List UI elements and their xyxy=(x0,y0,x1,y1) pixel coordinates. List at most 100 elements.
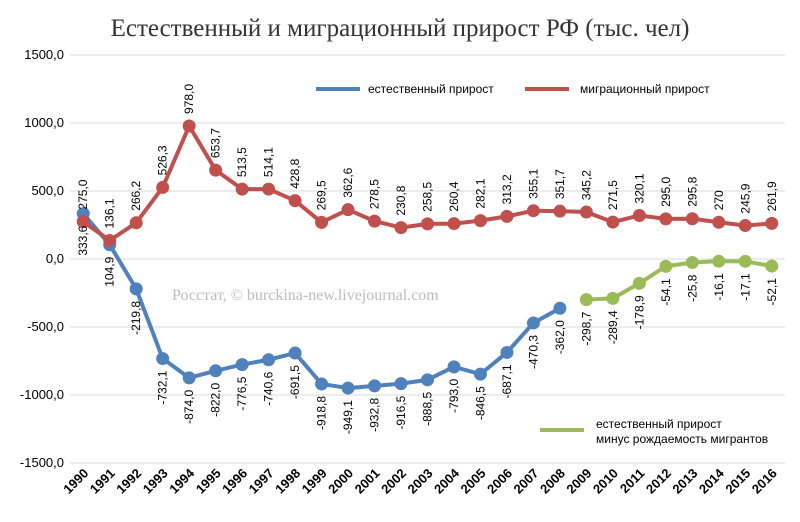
data-label: -17,1 xyxy=(738,273,752,301)
data-point xyxy=(368,214,382,228)
data-label: -918,8 xyxy=(315,396,329,430)
data-label: -822,0 xyxy=(209,382,223,416)
data-label: -691,5 xyxy=(288,365,302,399)
data-label: -52,1 xyxy=(765,278,779,306)
data-label: 104,9 xyxy=(103,256,117,286)
data-point xyxy=(579,205,593,219)
data-label: -846,5 xyxy=(473,386,487,420)
data-label: 261,9 xyxy=(765,181,779,211)
data-point xyxy=(262,182,276,196)
data-point xyxy=(262,353,276,367)
data-point xyxy=(500,345,514,359)
data-label: 428,8 xyxy=(288,158,302,188)
x-tick-label: 2013 xyxy=(669,466,700,497)
data-label: 266,2 xyxy=(129,180,143,210)
data-label: -16,1 xyxy=(712,273,726,301)
data-point xyxy=(738,254,752,268)
data-point xyxy=(341,381,355,395)
legend-label: миграционный прирост xyxy=(580,82,710,96)
x-tick-label: 2005 xyxy=(458,466,489,497)
x-tick-label: 1993 xyxy=(140,466,171,497)
legend-label: естественный прирост xyxy=(596,417,722,431)
data-label: -740,6 xyxy=(262,371,276,405)
data-label: 526,3 xyxy=(156,145,170,175)
data-label: 345,2 xyxy=(579,170,593,200)
data-label: -732,1 xyxy=(156,370,170,404)
data-point xyxy=(315,215,329,229)
watermark: Росстат, © burckina-new.livejournal.com xyxy=(172,287,439,304)
y-tick-label: -1500,0 xyxy=(20,455,64,470)
x-tick-label: 1995 xyxy=(193,466,224,497)
data-point xyxy=(712,215,726,229)
data-label: 513,5 xyxy=(235,147,249,177)
data-point xyxy=(368,379,382,393)
data-point xyxy=(765,216,779,230)
data-label: 313,2 xyxy=(500,174,514,204)
data-label: 271,5 xyxy=(606,180,620,210)
data-label: -916,5 xyxy=(394,395,408,429)
x-tick-label: 2006 xyxy=(484,466,515,497)
data-point xyxy=(765,259,779,273)
x-tick-label: 2002 xyxy=(378,466,409,497)
x-tick-label: 1990 xyxy=(60,466,91,497)
data-label: 320,1 xyxy=(632,173,646,203)
data-label: 282,1 xyxy=(473,178,487,208)
data-label: 245,9 xyxy=(738,183,752,213)
legend: естественный прирост миграционный прирост… xyxy=(316,82,768,446)
data-point xyxy=(447,217,461,231)
x-tick-label: 1998 xyxy=(272,466,303,497)
data-label: -932,8 xyxy=(368,398,382,432)
data-point xyxy=(156,180,170,194)
data-point xyxy=(526,316,540,330)
data-label: -470,3 xyxy=(526,335,540,369)
data-label: 295,0 xyxy=(659,177,673,207)
y-tick-label: 1000,0 xyxy=(24,115,64,130)
data-point xyxy=(473,367,487,381)
data-point xyxy=(526,204,540,218)
data-point xyxy=(341,203,355,217)
data-labels: 333,6 104,9 -219,8 -732,1 -874,0 -822,0 -776,5… xyxy=(76,84,779,434)
data-label: 136,1 xyxy=(103,198,117,228)
data-point xyxy=(421,217,434,231)
series-points xyxy=(76,119,779,395)
data-label: -25,8 xyxy=(685,274,699,302)
x-tick-label: 2003 xyxy=(405,466,436,497)
data-label: 333,6 xyxy=(76,225,90,255)
data-label: -949,1 xyxy=(341,400,355,434)
data-point xyxy=(129,282,143,296)
data-point xyxy=(553,204,567,218)
data-label: 258,5 xyxy=(421,181,435,211)
data-label: 362,6 xyxy=(341,167,355,197)
data-point xyxy=(659,212,673,226)
data-label: 270 xyxy=(712,190,726,210)
data-point xyxy=(632,208,646,222)
x-tick-label: 1996 xyxy=(219,466,250,497)
data-point xyxy=(606,215,620,229)
y-tick-label: -500,0 xyxy=(27,319,64,334)
x-tick-label: 1992 xyxy=(113,466,144,497)
data-point xyxy=(209,364,223,378)
x-tick-label: 2012 xyxy=(643,466,674,497)
x-tick-label: 2004 xyxy=(431,465,463,497)
data-point xyxy=(315,377,329,391)
y-axis-ticks: 1500,0 1000,0 500,0 0,0 -500,0 -1000,0 -1500,0 xyxy=(20,47,64,470)
data-point xyxy=(659,259,673,273)
data-label: -687,1 xyxy=(500,364,514,398)
data-point xyxy=(235,182,249,196)
data-point xyxy=(182,119,196,133)
data-label: 978,0 xyxy=(182,84,196,114)
data-label: 275,0 xyxy=(76,179,90,209)
data-point xyxy=(632,276,646,290)
data-point xyxy=(685,256,699,270)
data-label: -776,5 xyxy=(235,376,249,410)
x-tick-label: 2009 xyxy=(563,466,594,497)
data-point xyxy=(473,214,487,228)
data-label: -178,9 xyxy=(632,295,646,329)
data-point xyxy=(288,194,302,208)
x-tick-label: 2010 xyxy=(590,466,621,497)
data-point xyxy=(76,215,90,229)
x-tick-label: 2014 xyxy=(696,465,728,497)
data-label: 260,4 xyxy=(447,181,461,211)
